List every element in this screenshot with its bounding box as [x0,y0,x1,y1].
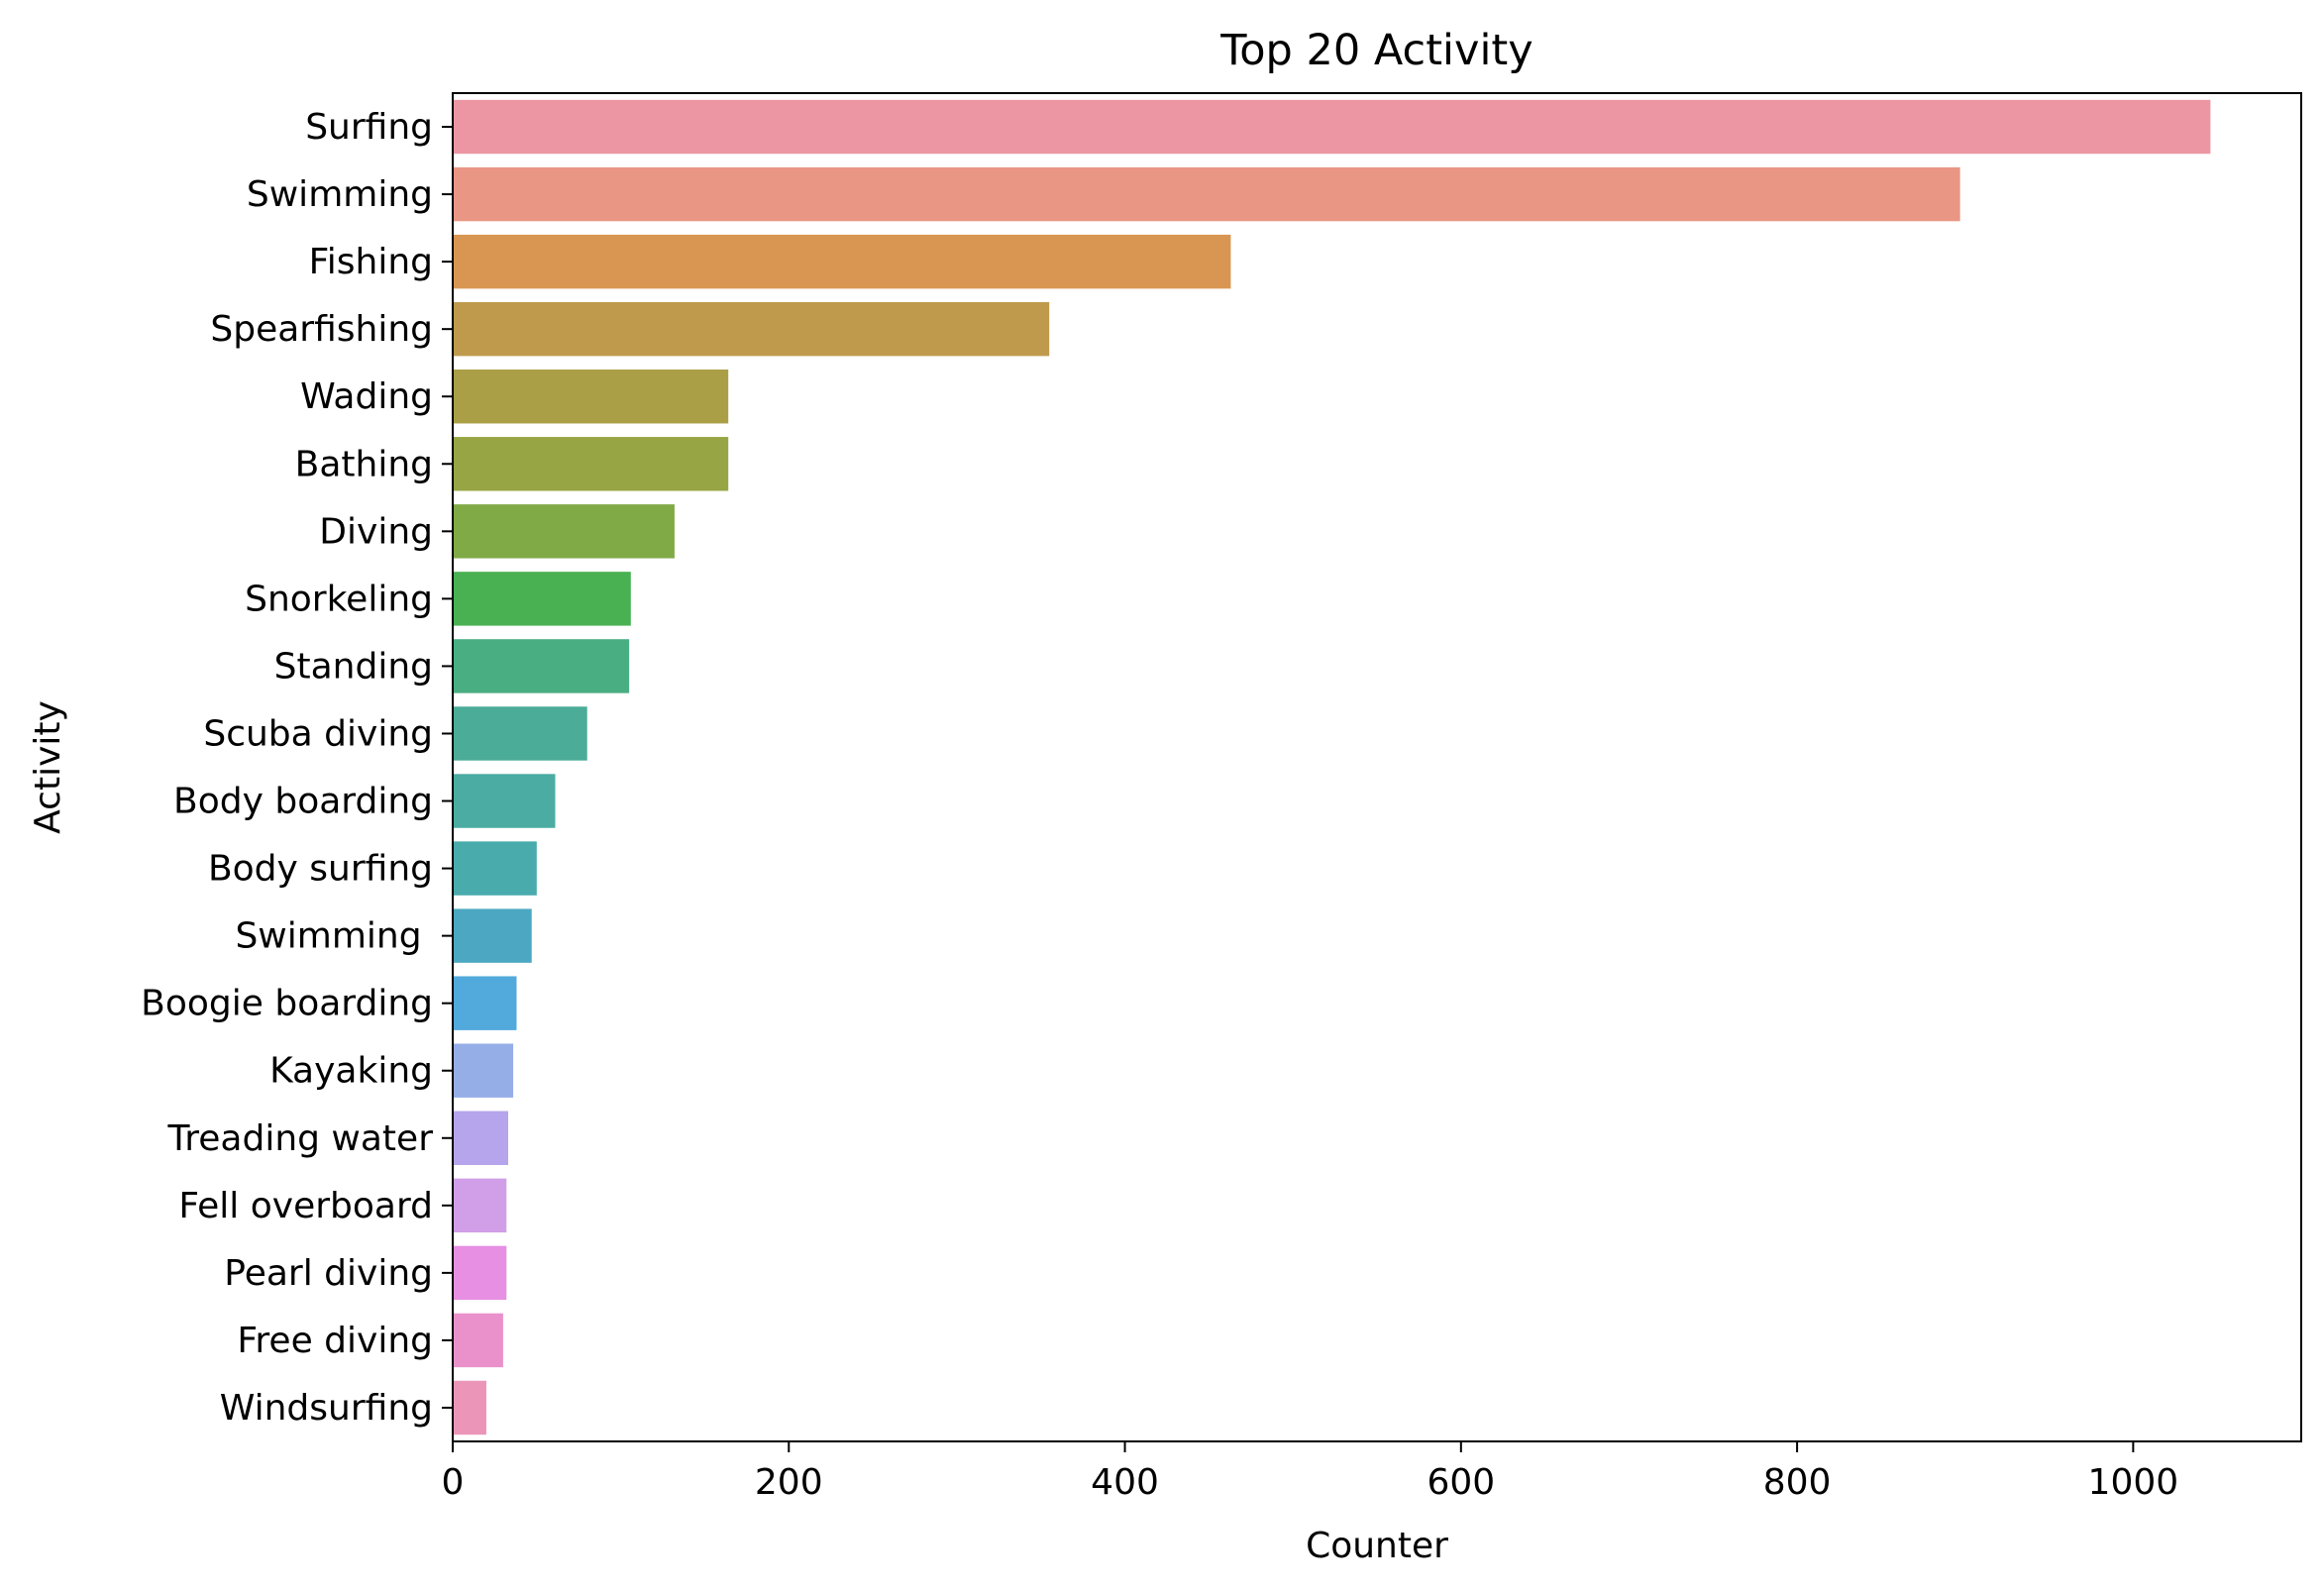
bar [453,976,517,1030]
x-axis: 0 200 400 600 800 1000 [442,1441,2179,1503]
y-tick-label: Fishing [309,242,433,282]
bar [453,504,675,559]
y-tick-label: Bathing [295,444,433,484]
y-tick-label: Surfing [305,107,433,148]
x-tick-label: 800 [1763,1462,1832,1503]
x-axis-label: Counter [1306,1526,1448,1566]
bar [453,908,532,963]
bar [453,1380,486,1435]
y-tick-label: Wading [300,376,433,417]
bar [453,301,1050,357]
y-tick-label: Spearfishing [210,309,433,350]
y-tick-label: Fell overboard [178,1186,433,1226]
bar [453,1043,514,1098]
bar [453,774,556,828]
y-axis-label: Activity [28,700,68,834]
y-tick-label: Diving [319,511,433,552]
bar [453,706,587,761]
y-tick-label: Free diving [237,1321,433,1361]
bar [453,99,2211,155]
bar [453,639,630,693]
y-tick-label: Treading water [167,1118,434,1159]
y-tick-label: Body surfing [208,849,433,890]
y-tick-label: Kayaking [269,1051,433,1092]
x-tick-label: 600 [1426,1462,1495,1503]
y-tick-label: Scuba diving [203,713,433,754]
y-tick-label: Standing [274,646,433,687]
x-tick-label: 1000 [2088,1462,2179,1503]
x-tick-label: 400 [1091,1462,1159,1503]
y-tick-label: Swimming [247,174,433,215]
y-tick-label: Pearl diving [224,1253,433,1294]
bar [453,166,1960,222]
y-tick-label: Boogie boarding [141,984,433,1024]
y-tick-label: Swimming [235,916,433,957]
bar [453,370,729,424]
bar [453,1111,508,1165]
y-tick-label: Snorkeling [245,579,433,619]
bar [453,437,729,491]
chart-title: Top 20 Activity [1219,26,1532,75]
bar [453,234,1231,289]
bars-layer [453,99,2211,1435]
y-axis: Surfing Swimming Fishing Spearfishing Wading… [141,107,453,1429]
bar [453,1178,507,1233]
bar [453,1313,503,1368]
bar [453,841,537,896]
y-tick-label: Body boarding [173,782,433,822]
y-tick-label: Windsurfing [220,1388,433,1429]
bar [453,572,631,626]
bar [453,1245,507,1301]
x-tick-label: 0 [442,1462,465,1503]
x-tick-label: 200 [755,1462,823,1503]
plot-frame [452,92,2302,1442]
